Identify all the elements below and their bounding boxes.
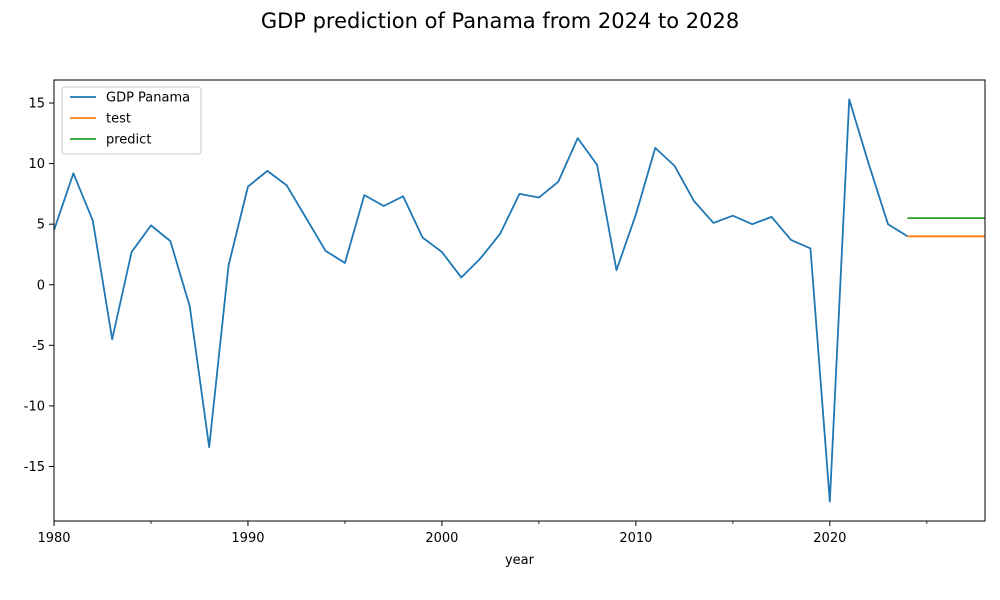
legend: GDP Panama test predict: [61, 86, 202, 155]
y-tick-label: -10: [24, 399, 45, 414]
series-line-gdp-panama: [54, 98, 908, 503]
x-tick-label: 1990: [231, 531, 264, 546]
x-tick-label: 2010: [619, 531, 652, 546]
legend-box: [61, 86, 202, 155]
x-tick-label: 1980: [37, 531, 70, 546]
y-tick-label: 0: [37, 278, 45, 293]
series-lines: [54, 98, 985, 503]
x-tick-label: 2000: [425, 531, 458, 546]
plot-frame: [53, 79, 986, 522]
y-tick-label: -5: [32, 339, 45, 354]
y-tick-label: 5: [37, 218, 45, 233]
chart-title: GDP prediction of Panama from 2024 to 20…: [261, 9, 739, 33]
legend-label: GDP Panama: [106, 91, 190, 106]
x-axis-label: year: [505, 553, 535, 568]
x-tick-label: 2020: [813, 531, 846, 546]
y-tick-label: 10: [28, 157, 45, 172]
axis-ticks: 1980 1990 2000 2010 2020 -15 -10 -5 0 5 10 15: [24, 97, 928, 546]
legend-label: test: [106, 112, 131, 127]
y-tick-label: -15: [24, 460, 45, 475]
legend-label: predict: [106, 133, 151, 148]
y-tick-label: 15: [28, 97, 45, 112]
